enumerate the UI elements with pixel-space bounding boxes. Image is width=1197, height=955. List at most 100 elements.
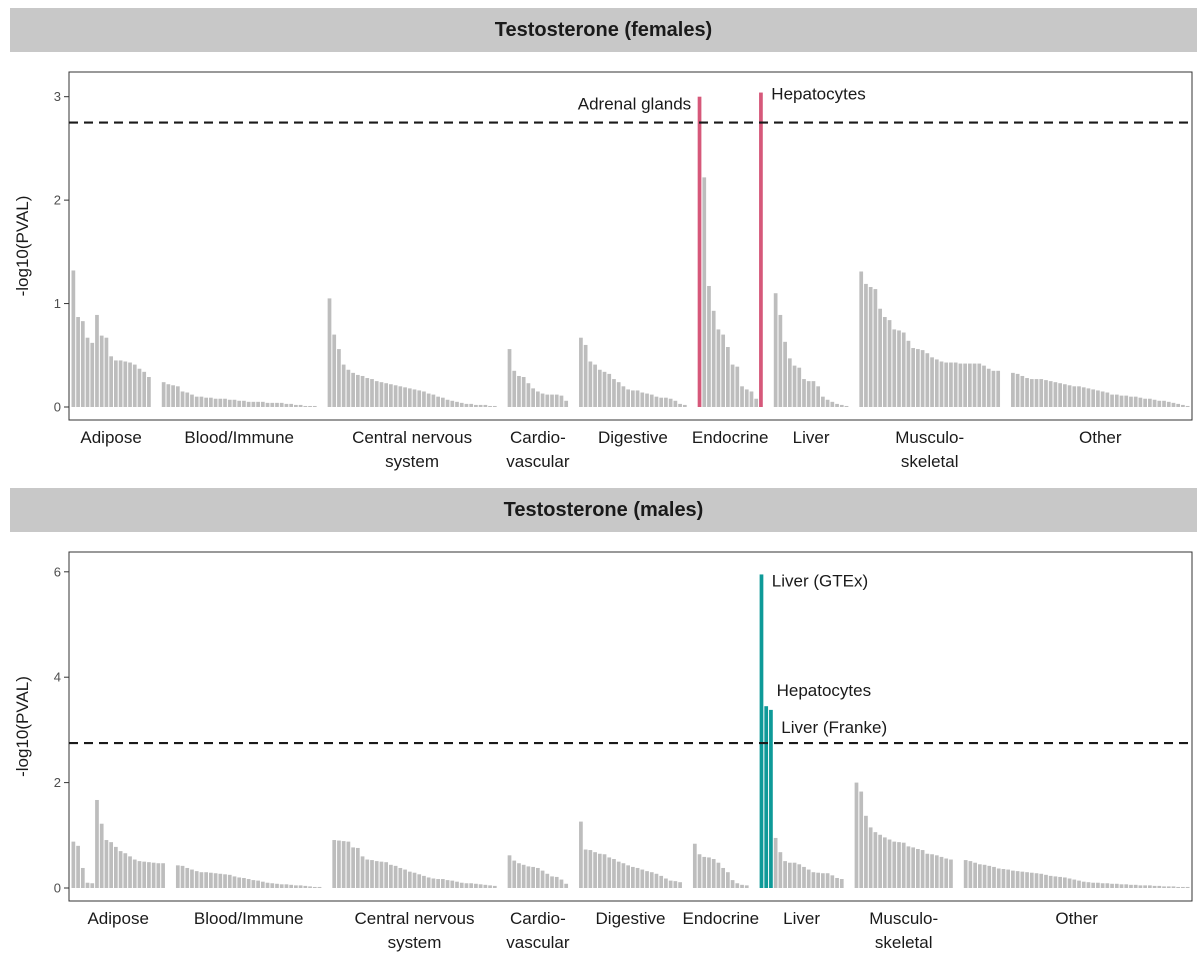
bar: [303, 405, 308, 407]
bar: [797, 864, 802, 888]
bar: [355, 847, 360, 888]
bar: [645, 393, 649, 407]
bar: [1110, 883, 1114, 888]
bar: [337, 840, 341, 888]
category-label: Liver: [793, 428, 830, 447]
bar: [132, 859, 137, 888]
bar: [294, 885, 298, 888]
bar: [640, 869, 645, 888]
bar: [379, 861, 384, 888]
bar: [223, 874, 227, 888]
bar: [175, 865, 180, 888]
bar: [911, 847, 916, 888]
bar: [802, 866, 806, 888]
bar: [95, 799, 99, 888]
bar: [1133, 396, 1138, 407]
bar: [1096, 882, 1100, 888]
bar: [1138, 885, 1143, 888]
bar: [1001, 869, 1006, 888]
category-label: Blood/Immune: [194, 909, 304, 928]
bar: [1077, 880, 1081, 888]
bar: [483, 884, 488, 888]
bar: [104, 840, 109, 888]
bar: [213, 873, 218, 888]
bar: [844, 405, 849, 407]
bar: [1020, 871, 1025, 888]
bar: [597, 853, 602, 888]
bar: [1185, 405, 1190, 407]
bar: [474, 883, 478, 888]
bar: [1091, 389, 1096, 407]
bar: [412, 389, 417, 407]
bar: [256, 880, 260, 888]
bar: [71, 841, 76, 888]
bar: [227, 399, 232, 407]
bar: [916, 349, 920, 407]
bar: [664, 878, 668, 888]
bar: [930, 854, 934, 888]
bar: [526, 383, 531, 407]
category-label: Digestive: [596, 909, 666, 928]
bar: [564, 400, 569, 407]
y-tick-label: 1: [54, 296, 61, 311]
category-label: Other: [1079, 428, 1122, 447]
bar: [393, 865, 398, 888]
bar: [825, 873, 830, 888]
bar: [1176, 886, 1181, 888]
bar: [1034, 379, 1039, 407]
bar: [821, 873, 825, 888]
bar: [289, 403, 294, 407]
bar: [360, 375, 365, 407]
bar: [583, 849, 588, 888]
bar: [673, 400, 678, 407]
panel-frame: [68, 551, 1193, 902]
bar: [645, 871, 649, 888]
bar: [384, 862, 389, 888]
bar: [389, 864, 393, 888]
bar: [730, 880, 735, 888]
bar: [512, 370, 517, 407]
bar: [716, 329, 721, 407]
bar: [868, 827, 873, 888]
bar: [341, 364, 346, 407]
bar: [132, 364, 137, 407]
bar: [778, 314, 783, 407]
bar: [123, 853, 128, 888]
bar: [649, 394, 654, 407]
bar: [550, 394, 554, 407]
bar: [1138, 397, 1143, 407]
bar: [488, 405, 492, 407]
bar: [1048, 875, 1053, 888]
highlighted-bar: [697, 96, 702, 407]
bar: [370, 860, 374, 888]
bar: [968, 861, 973, 888]
bar: [1157, 885, 1162, 888]
bar: [242, 400, 246, 407]
bar: [351, 847, 355, 888]
bar: [1015, 871, 1020, 888]
y-axis-label: -log10(PVAL): [13, 676, 32, 777]
bar: [341, 841, 346, 888]
bar: [678, 403, 682, 407]
bar: [1166, 886, 1171, 888]
bar: [545, 873, 550, 888]
bar: [830, 401, 835, 407]
bar: [422, 875, 426, 888]
bar: [925, 353, 930, 407]
bar: [279, 402, 284, 407]
bar: [1166, 401, 1171, 407]
bar: [213, 398, 218, 407]
bar: [1185, 886, 1190, 888]
bar: [697, 854, 702, 888]
y-tick-label: 0: [54, 881, 61, 896]
bar: [593, 364, 597, 407]
bar: [787, 358, 792, 407]
bar: [275, 883, 279, 888]
bar: [1072, 386, 1077, 407]
bar: [507, 349, 512, 407]
bar: [864, 815, 868, 888]
category-label: Cardio-vascular: [506, 428, 570, 471]
bar: [702, 177, 707, 407]
bar: [85, 337, 90, 407]
bar: [735, 366, 740, 407]
